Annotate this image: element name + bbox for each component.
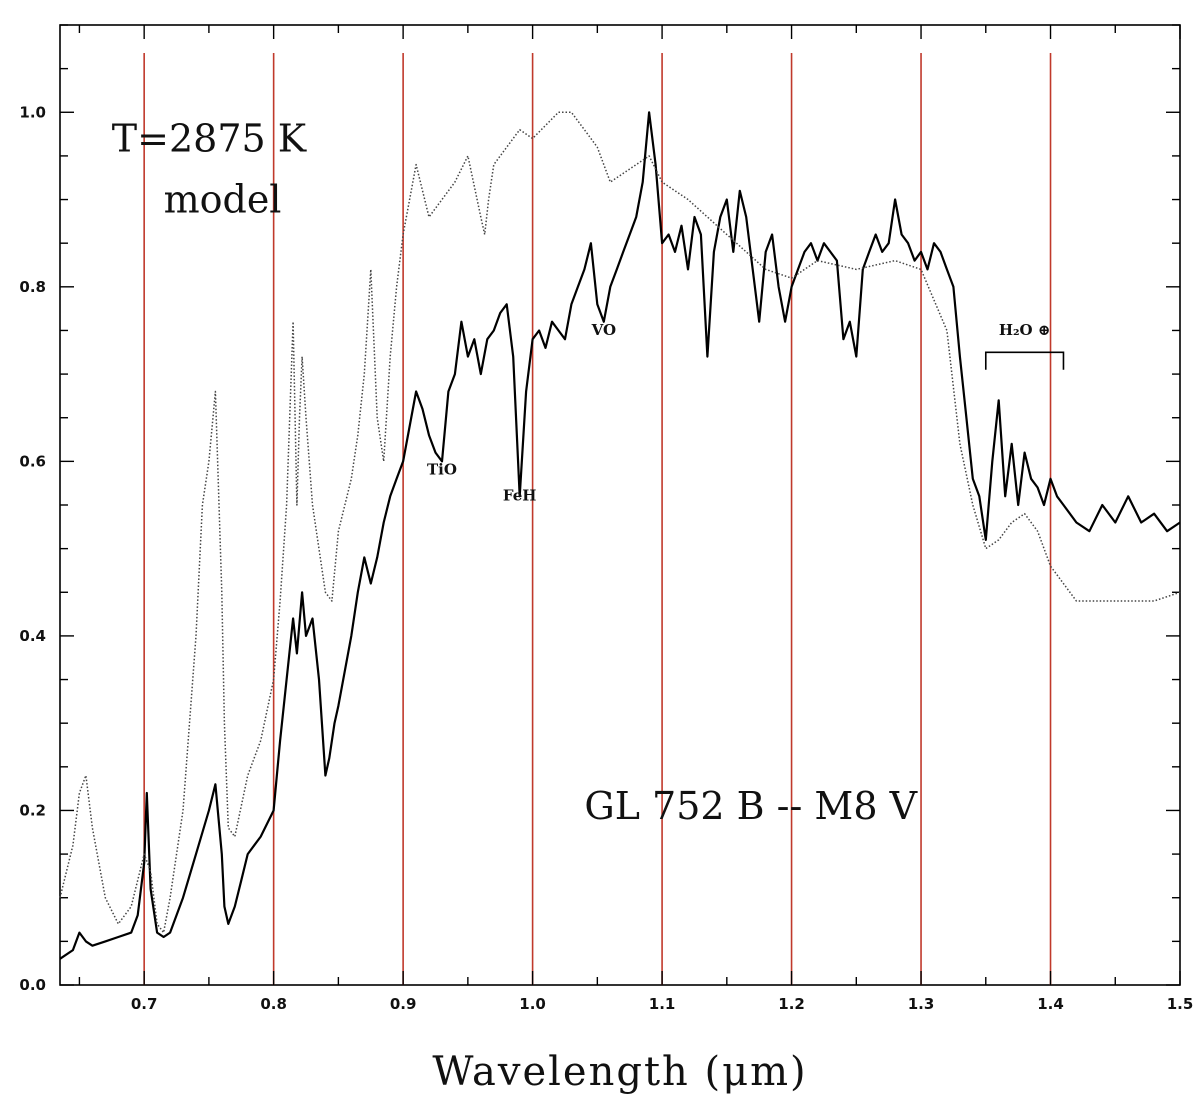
x-tick-label: 1.3 <box>908 995 935 1013</box>
annotations-layer: T=2875 K model GL 752 B -- M8 V TiO FeH VO H₂O… <box>112 117 1065 828</box>
annotation-5: VO <box>591 321 616 339</box>
observed-spectrum-line <box>59 111 1181 960</box>
x-tick-label: 1.1 <box>649 995 676 1013</box>
series-layer <box>59 111 1181 960</box>
x-axis-label: Wavelength (μm) <box>432 1049 807 1095</box>
y-tick-label: 0.0 <box>19 976 46 994</box>
annotation-2: GL 752 B -- M8 V <box>584 784 917 828</box>
x-tick-label: 0.8 <box>260 995 287 1013</box>
annotation-3: TiO <box>427 460 457 478</box>
y-tick-label: 0.4 <box>19 627 46 645</box>
x-tick-label: 0.9 <box>390 995 417 1013</box>
y-tick-label: 0.6 <box>19 452 46 470</box>
annotation-6: H₂O ⊕ <box>999 321 1051 339</box>
plot-frame <box>59 24 1181 986</box>
h2o-bracket <box>984 351 1065 370</box>
y-tick-label: 1.0 <box>19 103 46 121</box>
x-tick-label: 1.0 <box>519 995 546 1013</box>
model-spectrum-line <box>59 111 1181 934</box>
y-tick-label: 0.2 <box>19 801 46 819</box>
x-tick-label: 1.5 <box>1167 995 1194 1013</box>
annotation-4: FeH <box>503 487 537 505</box>
annotation-0: T=2875 K <box>112 117 307 161</box>
x-tick-label: 1.4 <box>1037 995 1064 1013</box>
x-tick-label: 1.2 <box>778 995 805 1013</box>
ticks-layer: 0.7 0.8 0.9 1.0 1.1 1.2 1.3 1.4 1.5 0.0 0.2 0.4 0.6 0… <box>19 24 1194 1013</box>
annotation-1: model <box>164 178 282 222</box>
x-tick-label: 0.7 <box>131 995 158 1013</box>
y-tick-label: 0.8 <box>19 278 46 296</box>
vertical-lines-layer <box>143 53 1052 985</box>
